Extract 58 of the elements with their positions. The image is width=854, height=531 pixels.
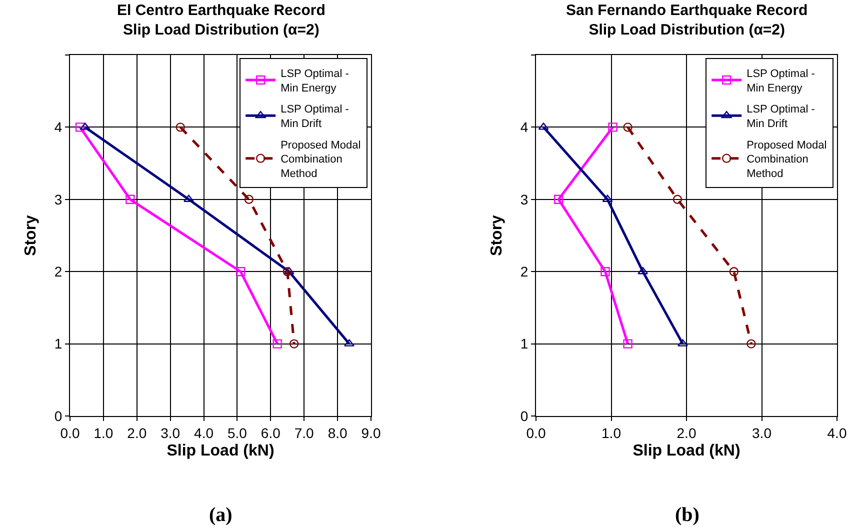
legend-label: LSP Optimal - Min Energy <box>280 68 350 94</box>
x-tick-label: 6.0 <box>260 424 281 441</box>
point <box>244 194 254 204</box>
x-tick-label: 0.0 <box>526 424 546 441</box>
y-tick-label: 0 <box>520 408 528 424</box>
point <box>126 194 135 204</box>
y-tick-label: 4 <box>520 119 528 136</box>
x-tick-label: 4.0 <box>827 424 847 441</box>
x-tick-label: 7.0 <box>294 424 314 441</box>
point <box>272 339 282 348</box>
y-tick-label: 1 <box>54 336 62 352</box>
x-axis-title: Slip Load (kN) <box>166 442 274 460</box>
x-tick-label: 3.0 <box>160 424 180 441</box>
x-tick-label: 1.0 <box>602 424 622 441</box>
x-tick-label: 2.0 <box>676 424 696 441</box>
point <box>176 122 185 132</box>
y-tick-label: 2 <box>520 264 528 280</box>
text: (a) <box>209 504 232 526</box>
point <box>746 339 756 348</box>
point <box>729 267 739 276</box>
point <box>623 122 632 132</box>
point <box>672 194 682 204</box>
y-tick-label: 2 <box>54 264 62 280</box>
point <box>184 194 194 202</box>
point <box>623 339 632 348</box>
point <box>344 339 354 346</box>
point <box>608 122 618 132</box>
x-tick-label: 9.0 <box>361 424 381 441</box>
point <box>554 194 564 204</box>
y-tick-label: 3 <box>54 191 62 208</box>
legend-label: Proposed Modal Combination Method <box>746 139 827 180</box>
x-tick-label: 4.0 <box>194 424 214 441</box>
legend-label: Proposed Modal Combination Method <box>280 139 361 180</box>
x-axis-title: Slip Load (kN) <box>632 442 740 460</box>
legend-label: LSP Optimal - Min Drift <box>280 104 350 130</box>
y-axis-title: Story <box>22 214 40 256</box>
point <box>282 267 292 276</box>
x-tick-label: 0.0 <box>60 424 80 441</box>
y-tick-label: 0 <box>54 408 62 424</box>
point <box>75 122 85 132</box>
x-tick-label: 3.0 <box>752 424 772 441</box>
point <box>236 267 246 276</box>
text: (b) <box>675 504 700 526</box>
point <box>600 267 610 276</box>
legend-label: LSP Optimal - Min Energy <box>746 68 816 94</box>
point <box>678 339 688 346</box>
y-axis-title: Story <box>488 214 506 256</box>
x-tick-label: 8.0 <box>328 424 348 441</box>
y-tick-label: 1 <box>520 336 528 352</box>
x-tick-label: 2.0 <box>127 424 147 441</box>
x-tick-label: 5.0 <box>227 424 248 441</box>
chart-title: San Fernando Earthquake Record Slip Load Distribution (α=2) <box>566 2 808 38</box>
y-tick-label: 4 <box>54 119 62 136</box>
chart-title: El Centro Earthquake Record Slip Load Distribution (α=2) <box>117 2 326 38</box>
legend-label: LSP Optimal - Min Drift <box>746 104 816 130</box>
y-tick-label: 3 <box>520 191 528 208</box>
x-tick-label: 1.0 <box>94 424 114 441</box>
point <box>289 339 299 348</box>
